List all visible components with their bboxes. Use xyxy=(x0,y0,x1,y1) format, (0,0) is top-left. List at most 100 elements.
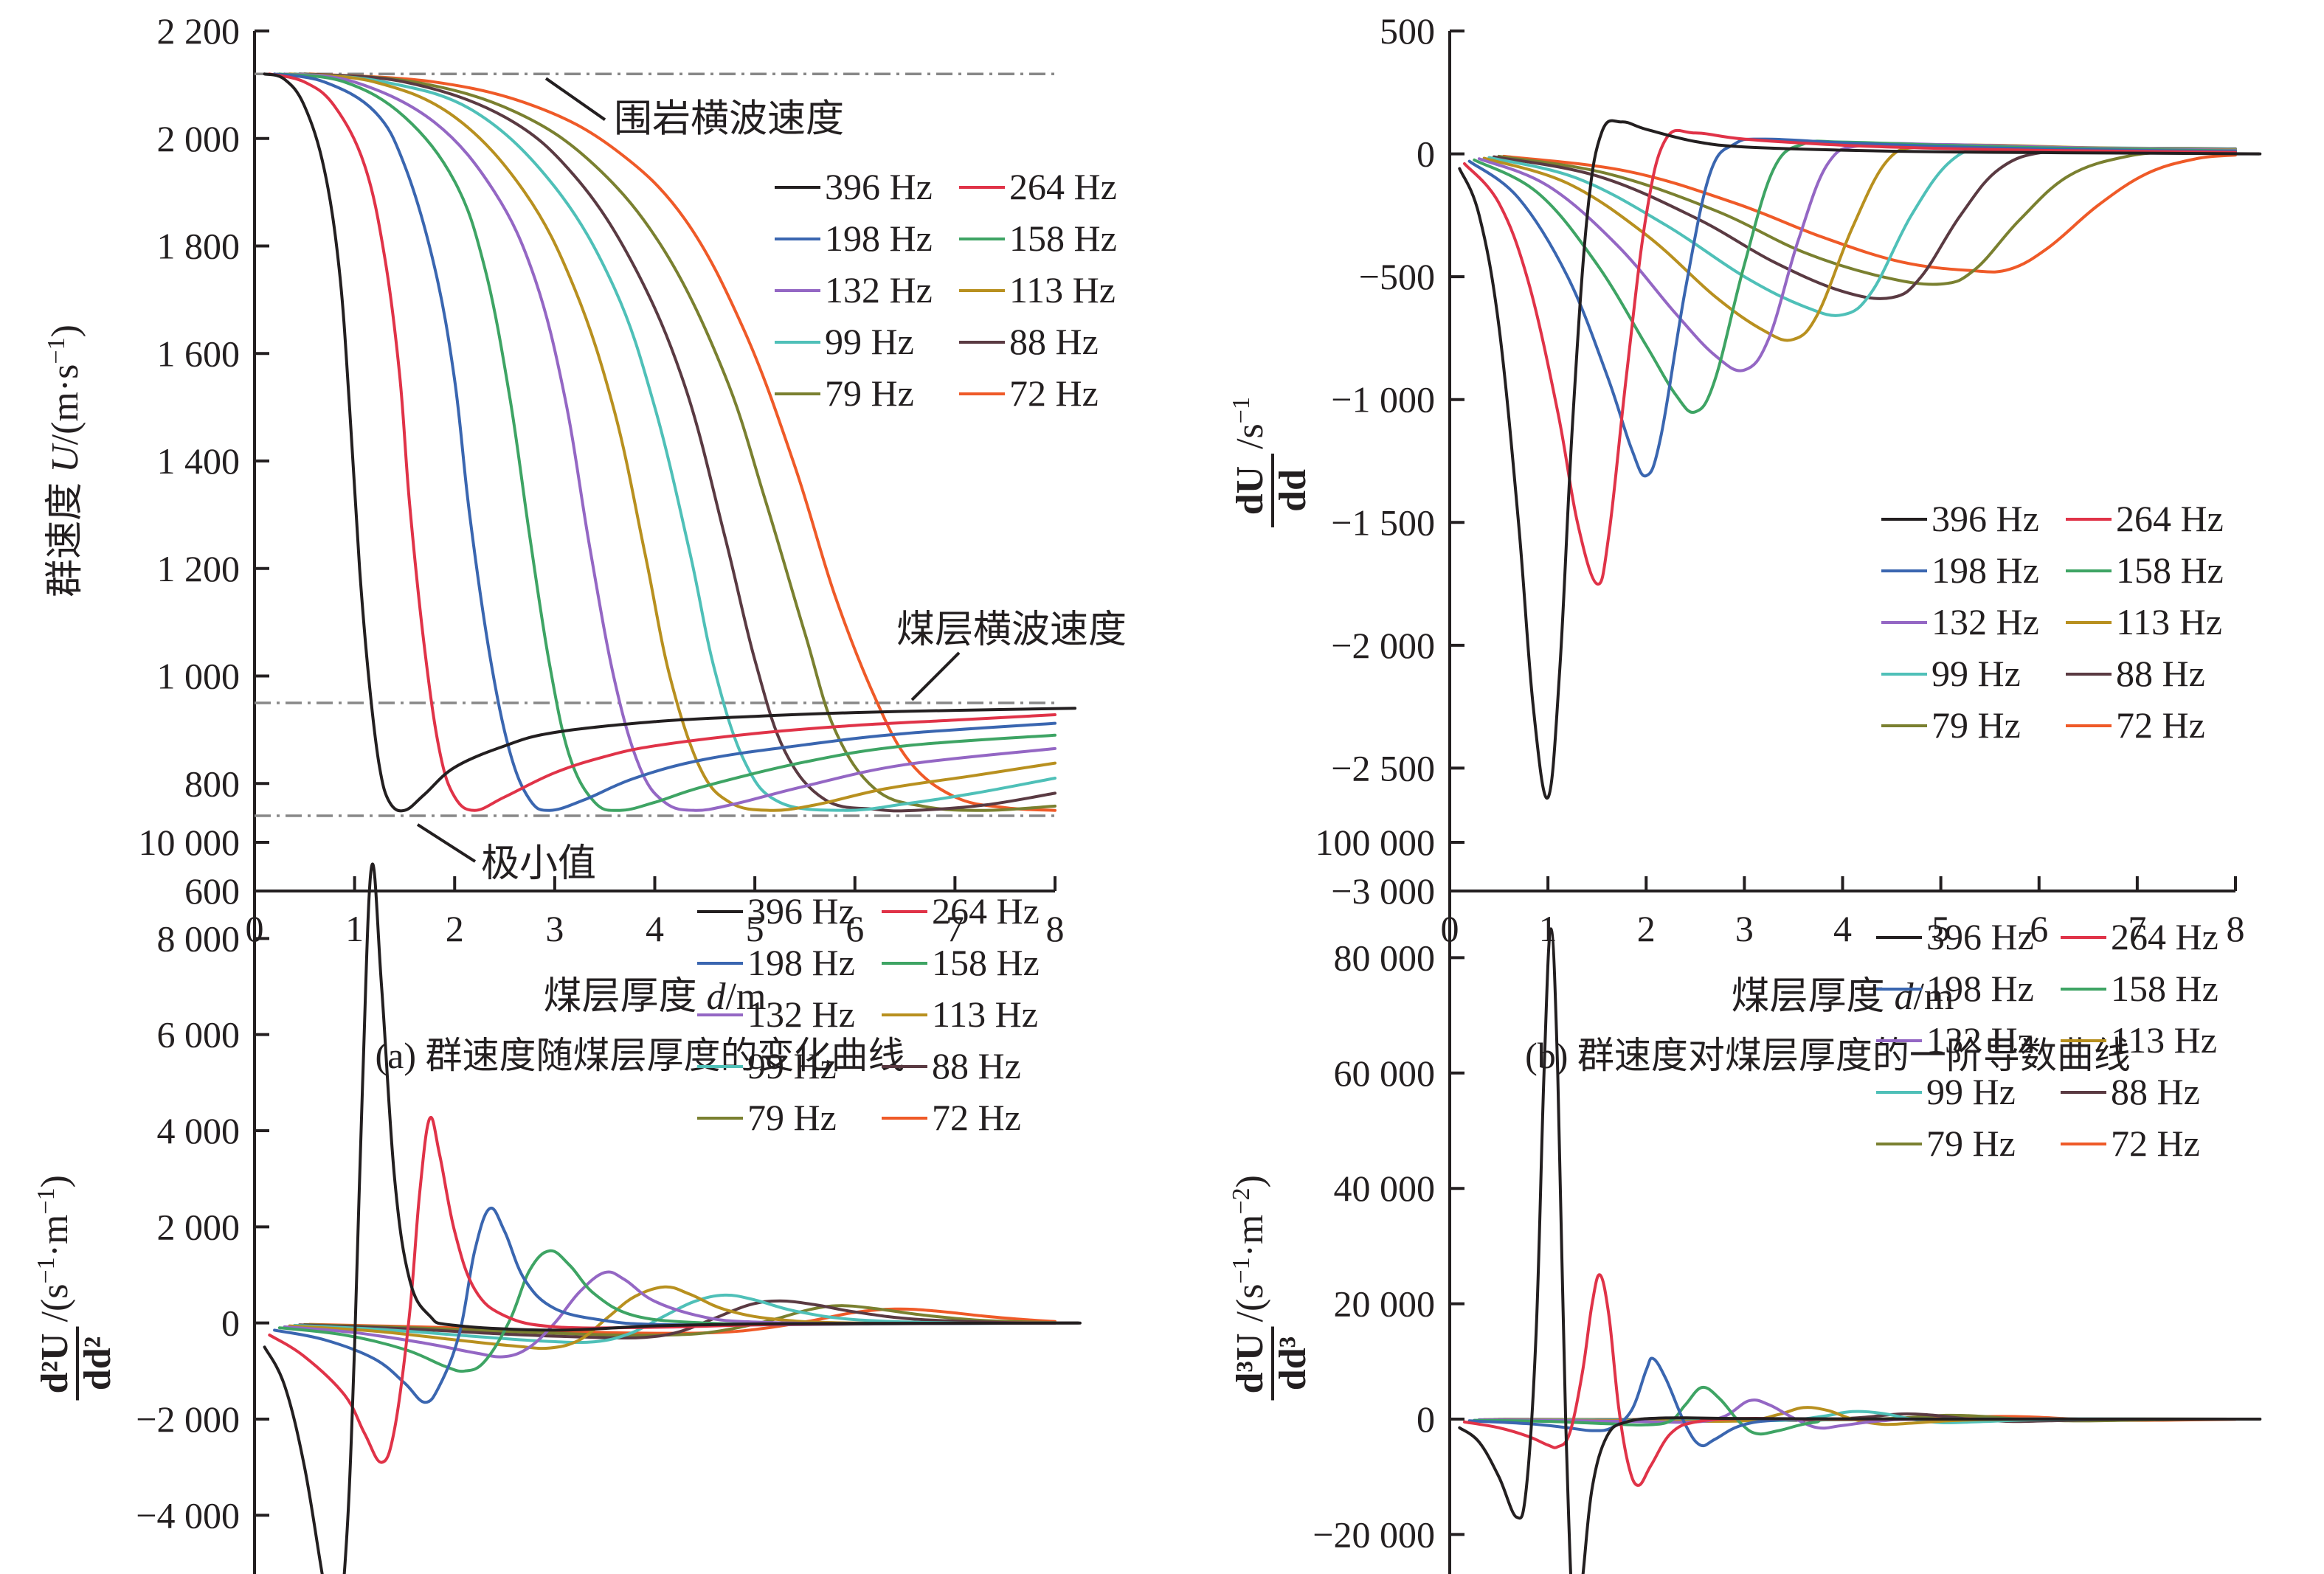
y-title-unit: /s−1 xyxy=(1228,397,1271,449)
y-title-unit-text: /s xyxy=(1229,423,1271,449)
series-line-264-hz xyxy=(268,1115,1056,1464)
legend-label: 132 Hz xyxy=(1926,1019,2034,1061)
y-tick-label: −3 000 xyxy=(1331,870,1435,912)
y-title-sup2: −2 xyxy=(1228,1188,1255,1214)
y-tick-label: −2 500 xyxy=(1331,747,1435,788)
y-tick-label: 80 000 xyxy=(1334,937,1436,978)
legend-item: 79 Hz xyxy=(1876,1123,2016,1164)
legend-item: 88 Hz xyxy=(882,1045,1021,1086)
y-tick-label: 1 000 xyxy=(157,656,241,697)
legend-label: 264 Hz xyxy=(2111,916,2218,957)
legend-item: 396 Hz xyxy=(775,166,933,207)
x-tick-label: 8 xyxy=(1046,908,1065,949)
legend-label: 88 Hz xyxy=(2116,653,2205,694)
legend-label: 72 Hz xyxy=(2116,704,2205,746)
series-line-72-hz xyxy=(1502,153,2237,274)
series-group xyxy=(1458,119,2262,800)
y-tick-label: 4 000 xyxy=(157,1110,241,1151)
legend-item: 113 Hz xyxy=(2066,601,2222,642)
legend: 396 Hz 264 Hz 198 Hz 158 Hz 132 Hz 113 Hz 99 H… xyxy=(1881,498,2224,746)
y-title-unit2: ·m xyxy=(1229,1215,1271,1258)
y-tick-label: 0 xyxy=(1417,134,1435,175)
x-tick-label: 5 xyxy=(1932,908,1950,949)
x-tick-label: 4 xyxy=(646,908,664,949)
chart-a-svg: 600 800 1 000 1 200 1 400 1 600 1 800 2 000 2 20… xyxy=(43,10,1127,1076)
y-tick-label: −2 000 xyxy=(1331,625,1435,666)
legend-label: 72 Hz xyxy=(1009,372,1099,414)
y-tick-label: 20 000 xyxy=(1334,1283,1436,1325)
y-title-unit-text: /(s xyxy=(34,1284,76,1322)
legend-item: 198 Hz xyxy=(1876,968,2034,1009)
y-title-close: ) xyxy=(34,1175,76,1188)
y-title-unit: /(s−1·m−2) xyxy=(1228,1175,1271,1322)
x-tick-label: 7 xyxy=(946,908,964,949)
legend-item: 79 Hz xyxy=(1881,704,2021,746)
y-axis-title: 群速度 U/(m·s−1) xyxy=(43,325,86,597)
y-tick-label: 0 xyxy=(1417,1398,1435,1440)
legend-item: 198 Hz xyxy=(1881,549,2039,591)
legend-item: 113 Hz xyxy=(2061,1019,2217,1061)
y-title-unit-text: /(s xyxy=(1229,1284,1271,1322)
legend-label: 158 Hz xyxy=(2116,549,2224,591)
legend-label: 198 Hz xyxy=(1926,968,2034,1009)
y-title-unit2: ·m xyxy=(34,1215,76,1258)
legend-label: 99 Hz xyxy=(1932,653,2021,694)
legend-item: 396 Hz xyxy=(697,890,855,932)
annotation-leader xyxy=(416,823,477,863)
series-line-396-hz xyxy=(263,72,1077,813)
legend-label: 79 Hz xyxy=(747,1097,837,1138)
legend-label: 264 Hz xyxy=(2116,498,2224,539)
panel-caption: (b) 群速度对煤层厚度的一阶导数曲线 xyxy=(1525,1035,2131,1076)
legend-item: 264 Hz xyxy=(2061,916,2218,957)
annotation-minimum: 极小值 xyxy=(481,843,596,885)
series-line-396-hz xyxy=(263,862,1082,1574)
legend-item: 72 Hz xyxy=(882,1097,1021,1138)
series-line-198-hz xyxy=(1467,1356,2237,1448)
y-tick-label: 0 xyxy=(221,1303,240,1344)
y-title-unit: /(s−1·m−1) xyxy=(32,1175,76,1322)
legend-label: 99 Hz xyxy=(1926,1071,2016,1112)
series-line-99-hz xyxy=(293,1293,1056,1345)
legend: 396 Hz 264 Hz 198 Hz 158 Hz 132 Hz 113 Hz 99 H… xyxy=(1876,916,2218,1164)
legend-label: 158 Hz xyxy=(1009,218,1117,259)
chart-b-svg: −3 000−2 500−2 000−1 500−1 000−500050001… xyxy=(1228,10,2262,1076)
series-group xyxy=(1458,927,2262,1574)
y-title-denominator: dd xyxy=(1272,469,1314,512)
x-tick-label: 2 xyxy=(1637,908,1656,949)
annotation-leader xyxy=(544,77,606,121)
series-line-113-hz xyxy=(288,72,1056,812)
y-tick-label: −2 000 xyxy=(136,1398,240,1440)
series-line-72-hz xyxy=(308,72,1056,812)
legend-label: 198 Hz xyxy=(825,218,933,259)
legend-label: 113 Hz xyxy=(1009,269,1116,311)
legend-item: 72 Hz xyxy=(959,372,1099,414)
x-axis-title-unit: /m xyxy=(726,976,767,1018)
y-title-main: 群速度 xyxy=(44,473,86,597)
annotation-rock-shear-velocity: 围岩横波速度 xyxy=(614,98,844,140)
y-title-var: U xyxy=(44,443,86,473)
legend-item: 158 Hz xyxy=(2061,968,2218,1009)
x-axis-title-main: 煤层厚度 xyxy=(544,976,707,1018)
legend-item: 113 Hz xyxy=(959,269,1116,311)
legend-item: 113 Hz xyxy=(882,994,1038,1035)
legend-item: 99 Hz xyxy=(1881,653,2021,694)
legend-item: 99 Hz xyxy=(775,321,914,362)
legend-item: 132 Hz xyxy=(1881,601,2039,642)
y-tick-label: 600 xyxy=(184,870,240,912)
series-line-198-hz xyxy=(273,72,1056,812)
x-tick-label: 5 xyxy=(746,908,764,949)
y-tick-label: −500 xyxy=(1359,256,1435,297)
legend-item: 88 Hz xyxy=(959,321,1099,362)
legend-label: 99 Hz xyxy=(825,321,914,362)
legend-label: 158 Hz xyxy=(932,942,1040,983)
y-tick-label: 1 400 xyxy=(157,440,241,482)
y-tick-label: 60 000 xyxy=(1334,1053,1436,1094)
y-title-sup: −1 xyxy=(43,337,70,364)
x-axis-title-var: d xyxy=(1895,976,1915,1018)
series-line-113-hz xyxy=(1482,143,2237,342)
y-tick-label: 8 000 xyxy=(157,918,241,959)
legend-label: 88 Hz xyxy=(932,1045,1021,1086)
legend-label: 158 Hz xyxy=(2111,968,2218,1009)
series-line-198-hz xyxy=(1467,137,2237,478)
